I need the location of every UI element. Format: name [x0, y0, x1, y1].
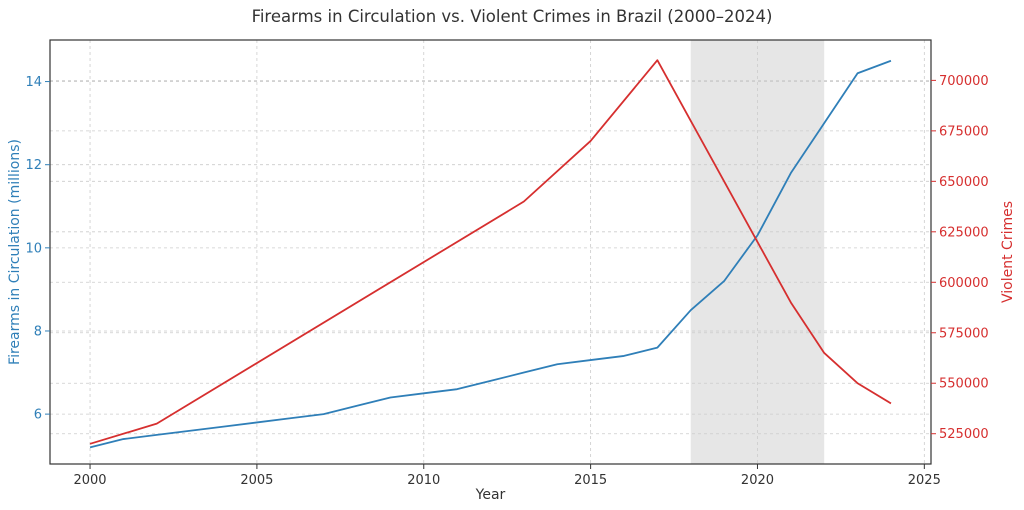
y-right-tick-label: 550000: [939, 377, 989, 392]
y-right-tick-label: 600000: [939, 276, 989, 291]
x-tick-label: 2025: [908, 473, 941, 488]
x-tick-label: 2005: [240, 473, 273, 488]
y-right-tick-label: 525000: [939, 427, 989, 442]
firearms-line: [89, 59, 892, 449]
y-left-tick-label: 8: [34, 324, 42, 339]
y-left-tick-label: 14: [25, 75, 42, 90]
plot-frame: [49, 39, 932, 465]
y-right-tick-label: 700000: [939, 74, 989, 89]
grid-layer: [50, 40, 931, 464]
violent-crimes-line: [89, 59, 892, 445]
y-left-tick-label: 6: [34, 408, 42, 423]
x-tick-label: 2010: [407, 473, 440, 488]
y-right-tick-label: 675000: [939, 124, 989, 139]
y-right-tick-label: 575000: [939, 326, 989, 341]
y-axis-right-label: Violent Crimes: [1000, 201, 1016, 303]
x-tick-label: 2000: [73, 473, 106, 488]
y-left-tick-label: 12: [25, 158, 42, 173]
axis-layer: 2000 2005 2010 2015 2020 2025 6 8 10 12 14 525000 55…: [25, 74, 988, 488]
series-layer: [89, 59, 892, 449]
y-left-tick-label: 10: [25, 241, 42, 256]
y-right-tick-label: 650000: [939, 175, 989, 190]
x-axis-label: Year: [475, 487, 506, 503]
x-tick-label: 2020: [741, 473, 774, 488]
chart-title: Firearms in Circulation vs. Violent Crim…: [252, 7, 773, 26]
y-axis-left-label: Firearms in Circulation (millions): [7, 139, 23, 365]
y-right-tick-label: 625000: [939, 225, 989, 240]
x-tick-label: 2015: [574, 473, 607, 488]
